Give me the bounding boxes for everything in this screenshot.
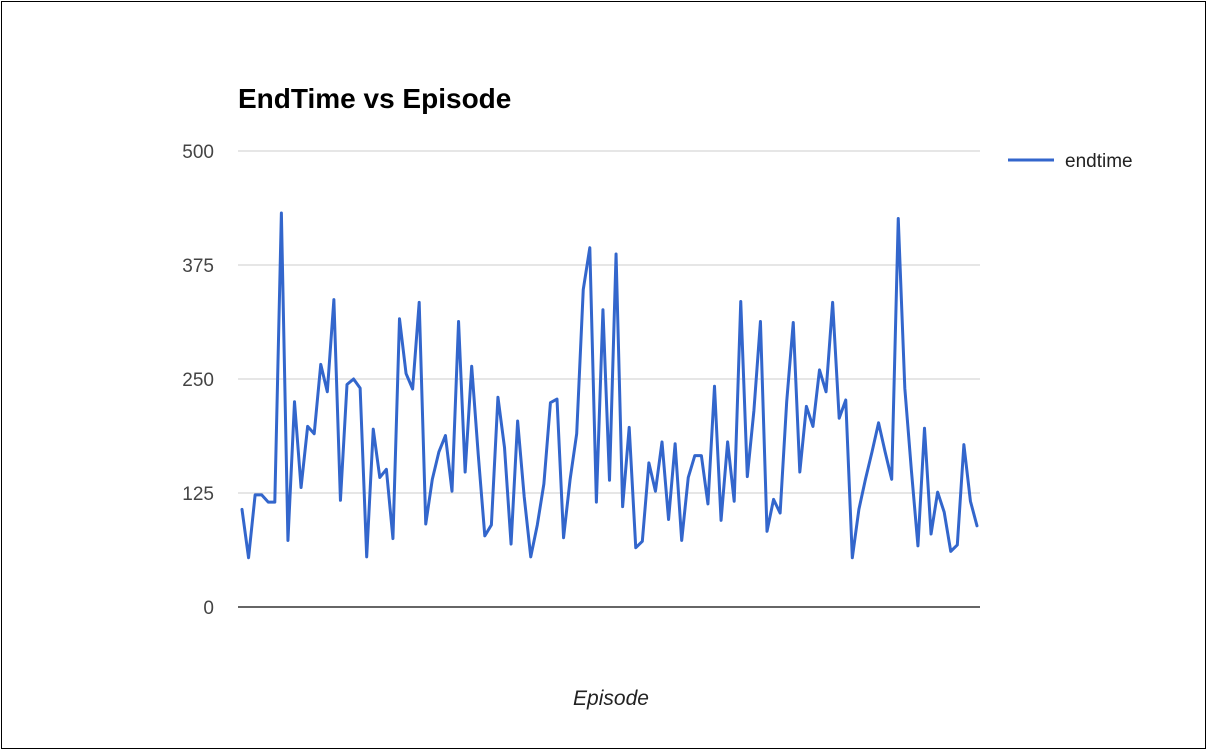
y-tick-label: 125 bbox=[182, 484, 214, 505]
y-tick-label: 375 bbox=[182, 256, 214, 277]
gridlines bbox=[238, 150, 980, 608]
x-axis-label: Episode bbox=[573, 687, 649, 710]
chart-title: EndTime vs Episode bbox=[238, 83, 511, 114]
y-tick-label: 250 bbox=[182, 370, 214, 391]
series-line-endtime bbox=[240, 211, 979, 560]
legend-label-endtime: endtime bbox=[1065, 151, 1133, 172]
y-tick-label: 500 bbox=[182, 142, 214, 163]
y-axis-ticks: 0 125 250 375 500 bbox=[182, 142, 214, 619]
y-tick-label: 0 bbox=[203, 598, 214, 619]
